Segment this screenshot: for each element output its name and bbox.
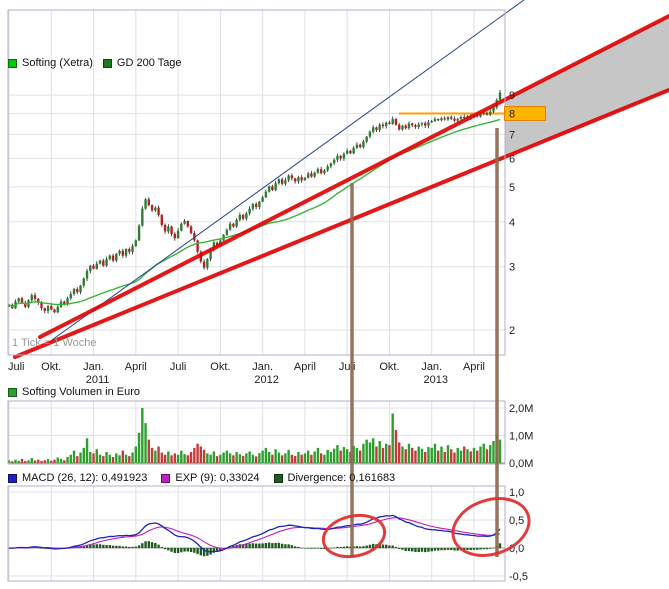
y-axis-label: 7 [509, 129, 515, 141]
legend-label-exp: EXP (9): 0,33024 [175, 472, 260, 484]
channel-upper-line [38, 14, 669, 339]
candlesticks [7, 90, 502, 314]
legend-item-macd: MACD (26, 12): 0,491923 [8, 472, 147, 484]
main-chart-legend: Softing (Xetra) GD 200 Tage [8, 57, 182, 69]
legend-label-divergence: Divergence: 0,161683 [287, 472, 396, 484]
legend-item-softing: Softing (Xetra) [8, 57, 93, 69]
macd-highlight-circle [451, 497, 531, 557]
price-8-highlight-box [504, 105, 546, 121]
x-axis-label: April [294, 361, 316, 373]
x-axis-label: Jan. [83, 361, 104, 373]
legend-label-gd200: GD 200 Tage [116, 57, 182, 69]
macd-line [8, 514, 501, 553]
volume-bars [7, 408, 502, 463]
legend-item-divergence: Divergence: 0,161683 [273, 472, 396, 484]
panel-frames [7, 9, 506, 582]
legend-label-softing: Softing (Xetra) [22, 57, 93, 69]
trendlines [13, 0, 669, 359]
volume-legend: Softing Volumen in Euro [8, 386, 140, 398]
series-swatch-divergence [273, 473, 283, 483]
exp-signal-line [9, 517, 501, 550]
y-axis-label: 4 [509, 217, 515, 229]
navy-trendline [51, 0, 525, 341]
legend-item-exp: EXP (9): 0,33024 [161, 472, 260, 484]
macd-panel [7, 514, 502, 557]
y-axis-label-highlight: 8 [509, 108, 515, 120]
series-swatch-volume [8, 387, 17, 397]
channel-lower-line [13, 88, 669, 359]
series-swatch-macd [8, 473, 17, 483]
x-axis-label: Juli [170, 361, 187, 373]
macd-legend: MACD (26, 12): 0,491923 EXP (9): 0,33024… [8, 472, 395, 484]
volume-axis-label: 1,0M [509, 431, 533, 443]
macd-axis-label: -0,5 [509, 571, 528, 583]
volume-axis-label: 0,0M [509, 458, 533, 470]
tick-interval-note: 1 Tick = 1 Woche [12, 337, 97, 349]
volume-axis-label: 2,0M [509, 403, 533, 415]
gridlines [8, 10, 505, 581]
legend-label-macd: MACD (26, 12): 0,491923 [22, 472, 148, 484]
legend-label-volume: Softing Volumen in Euro [22, 386, 141, 398]
annotation-markers [321, 128, 531, 559]
x-axis-label: Jan. [252, 361, 273, 373]
y-axis-label: 5 [509, 182, 515, 194]
x-axis-year-label: 2011 [86, 374, 110, 386]
legend-item-volume: Softing Volumen in Euro [8, 386, 140, 398]
x-axis-label: Okt. [41, 361, 61, 373]
x-axis-label: Juli [8, 361, 25, 373]
x-axis-label: Jan. [421, 361, 442, 373]
series-swatch-gd200 [102, 58, 112, 68]
gd200-line [8, 118, 501, 308]
y-axis-label: 6 [509, 153, 515, 165]
x-axis-label: April [125, 361, 147, 373]
legend-item-gd200: GD 200 Tage [102, 57, 182, 69]
y-axis-label: 2 [509, 325, 515, 337]
projection [505, 16, 669, 157]
macd-axis-label: 1,0 [509, 487, 524, 499]
macd-axis-label: 0,5 [509, 515, 524, 527]
x-axis-label: April [463, 361, 485, 373]
ma200 [8, 118, 501, 308]
series-swatch-softing [8, 58, 17, 68]
series-swatch-exp [161, 473, 171, 483]
x-axis-label: Okt. [210, 361, 230, 373]
x-axis-year-label: 2012 [254, 374, 278, 386]
x-axis-year-label: 2013 [423, 374, 447, 386]
x-axis-label: Okt. [379, 361, 399, 373]
macd-highlight-circle [321, 513, 387, 559]
y-axis-label: 9 [509, 90, 515, 102]
channel-projection-area [505, 16, 669, 157]
y-axis-label: 3 [509, 262, 515, 274]
